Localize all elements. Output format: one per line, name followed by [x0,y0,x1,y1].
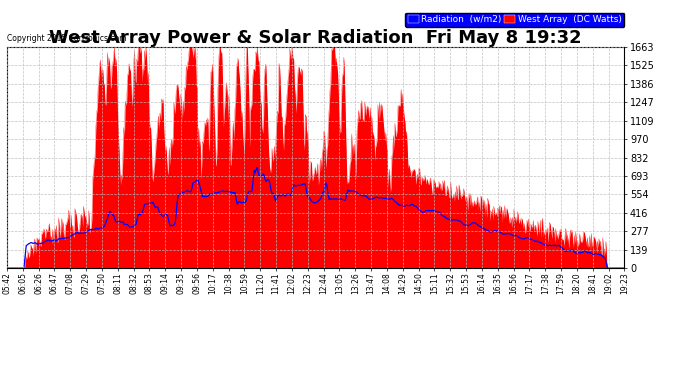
Legend: Radiation  (w/m2), West Array  (DC Watts): Radiation (w/m2), West Array (DC Watts) [405,13,624,27]
Text: Copyright 2015 Cartronics.com: Copyright 2015 Cartronics.com [7,34,126,43]
Title: West Array Power & Solar Radiation  Fri May 8 19:32: West Array Power & Solar Radiation Fri M… [50,29,582,47]
